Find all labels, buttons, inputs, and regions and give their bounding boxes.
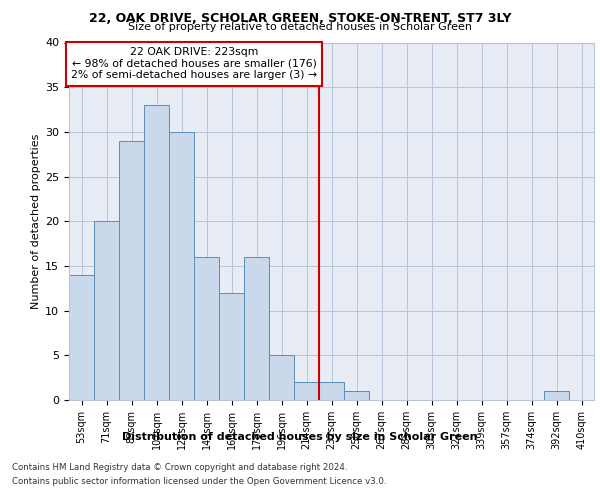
Bar bbox=[269, 356, 293, 400]
Bar bbox=[344, 391, 368, 400]
Bar bbox=[194, 257, 218, 400]
Bar bbox=[145, 105, 169, 400]
Bar bbox=[119, 141, 143, 400]
Bar bbox=[544, 391, 569, 400]
Text: 22 OAK DRIVE: 223sqm
← 98% of detached houses are smaller (176)
2% of semi-detac: 22 OAK DRIVE: 223sqm ← 98% of detached h… bbox=[71, 47, 317, 80]
Bar bbox=[220, 292, 244, 400]
Text: Distribution of detached houses by size in Scholar Green: Distribution of detached houses by size … bbox=[122, 432, 478, 442]
Text: Size of property relative to detached houses in Scholar Green: Size of property relative to detached ho… bbox=[128, 22, 472, 32]
Text: 22, OAK DRIVE, SCHOLAR GREEN, STOKE-ON-TRENT, ST7 3LY: 22, OAK DRIVE, SCHOLAR GREEN, STOKE-ON-T… bbox=[89, 12, 511, 26]
Bar bbox=[295, 382, 319, 400]
Bar bbox=[70, 275, 94, 400]
Text: Contains HM Land Registry data © Crown copyright and database right 2024.: Contains HM Land Registry data © Crown c… bbox=[12, 464, 347, 472]
Bar bbox=[94, 221, 119, 400]
Text: Contains public sector information licensed under the Open Government Licence v3: Contains public sector information licen… bbox=[12, 478, 386, 486]
Bar bbox=[319, 382, 344, 400]
Y-axis label: Number of detached properties: Number of detached properties bbox=[31, 134, 41, 309]
Bar bbox=[169, 132, 194, 400]
Bar bbox=[244, 257, 269, 400]
